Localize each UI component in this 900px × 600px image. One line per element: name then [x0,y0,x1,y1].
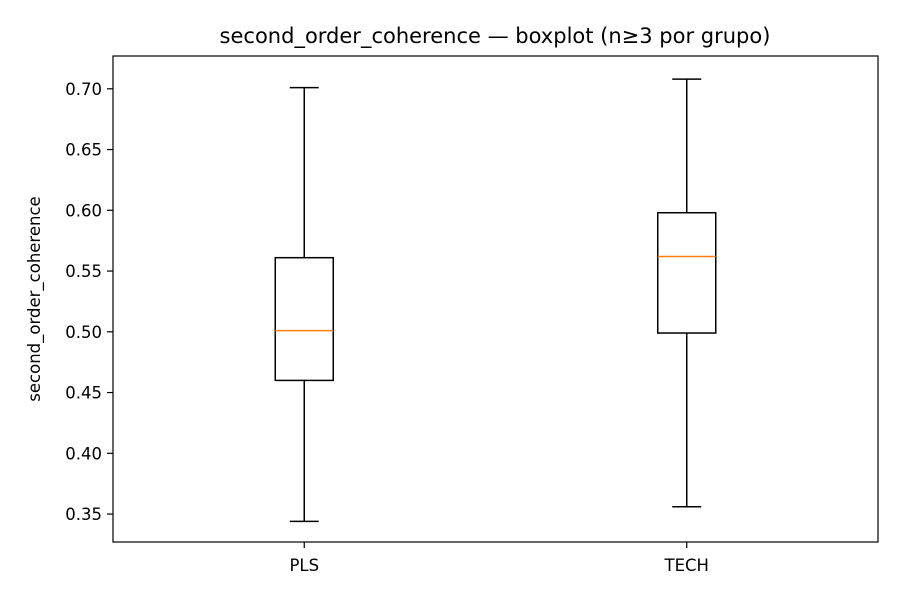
y-axis-label: second_order_coherence [25,196,45,401]
y-tick-label: 0.40 [65,444,102,463]
iqr-box [274,256,334,382]
plot-area-frame [112,55,879,543]
y-tick-label: 0.55 [65,262,102,281]
x-tick-label: PLS [289,556,319,575]
iqr-box [657,211,717,334]
y-tick-label: 0.45 [65,384,102,403]
y-tick-label: 0.70 [65,80,102,99]
chart-title: second_order_coherence — boxplot (n≥3 po… [220,24,771,49]
plot-marks: 0.35 0.40 0.45 0.50 0.55 0.60 0.65 0.70 PLS TECH [65,78,717,575]
y-tick-label: 0.35 [65,505,102,524]
y-tick-label: 0.50 [65,323,102,342]
x-tick-label: TECH [664,556,709,575]
y-tick-label: 0.60 [65,201,102,220]
y-tick-label: 0.65 [65,141,102,160]
